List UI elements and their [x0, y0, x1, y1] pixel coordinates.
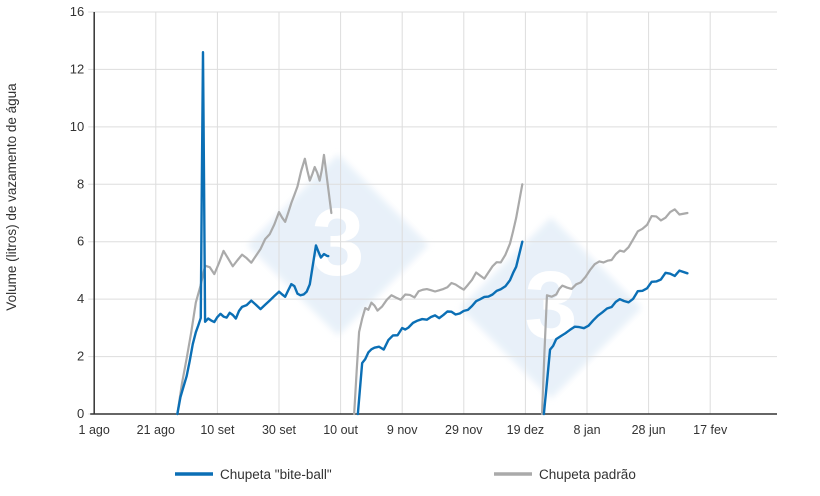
svg-text:1 ago: 1 ago	[79, 423, 110, 437]
svg-text:12: 12	[70, 61, 84, 76]
svg-text:Chupeta padrão: Chupeta padrão	[539, 467, 636, 482]
svg-text:Volume (litros) de vazamento d: Volume (litros) de vazamento de água	[4, 83, 19, 311]
svg-text:28 jun: 28 jun	[632, 423, 666, 437]
svg-text:3: 3	[525, 253, 578, 359]
svg-text:9 nov: 9 nov	[387, 423, 418, 437]
svg-text:10 set: 10 set	[200, 423, 235, 437]
svg-text:2: 2	[77, 349, 84, 364]
svg-text:3: 3	[312, 190, 365, 296]
svg-text:30 set: 30 set	[262, 423, 297, 437]
svg-text:10: 10	[70, 119, 84, 134]
svg-text:8: 8	[77, 176, 84, 191]
svg-text:Chupeta "bite-ball": Chupeta "bite-ball"	[220, 467, 332, 482]
svg-text:19 dez: 19 dez	[507, 423, 545, 437]
svg-text:10 out: 10 out	[323, 423, 358, 437]
svg-text:0: 0	[77, 406, 84, 421]
svg-text:4: 4	[77, 291, 84, 306]
svg-text:8 jan: 8 jan	[573, 423, 600, 437]
svg-text:6: 6	[77, 234, 84, 249]
svg-text:16: 16	[70, 4, 84, 19]
svg-text:29 nov: 29 nov	[445, 423, 483, 437]
svg-text:17 fev: 17 fev	[693, 423, 728, 437]
svg-text:21 ago: 21 ago	[137, 423, 175, 437]
